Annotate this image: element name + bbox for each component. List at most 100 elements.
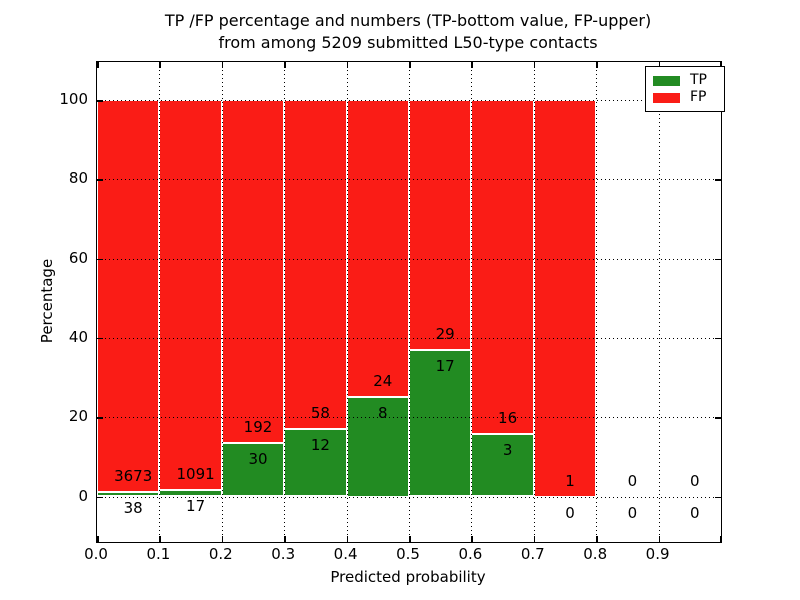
tp-count-label: 12 bbox=[310, 435, 330, 454]
x-tick-mark bbox=[719, 536, 721, 542]
legend-item-tp: TP bbox=[653, 72, 717, 89]
x-tick-mark bbox=[719, 62, 721, 68]
x-tick-mark bbox=[159, 62, 161, 68]
y-tick-mark bbox=[715, 258, 721, 261]
count-labels-layer: 3673 38 1091 17 192 30 58 12 24 8 29 17 16 3 1 0 0 0 0 0 bbox=[97, 62, 721, 542]
y-tick-mark bbox=[97, 100, 103, 102]
x-tick-mark bbox=[658, 536, 661, 542]
y-tick-mark bbox=[97, 179, 103, 181]
x-tick-mark bbox=[409, 536, 411, 542]
horizontal-gridline bbox=[97, 179, 721, 181]
tp-count-label: 17 bbox=[186, 497, 206, 516]
x-tick-label: 0.5 bbox=[396, 545, 420, 563]
vertical-gridline bbox=[409, 62, 410, 542]
legend-item-fp: FP bbox=[653, 89, 717, 106]
y-tick-mark bbox=[715, 417, 721, 419]
tp-bar bbox=[97, 492, 160, 497]
fp-swatch-icon bbox=[653, 92, 680, 103]
fp-count-label: 29 bbox=[435, 324, 455, 343]
x-tick-mark bbox=[596, 62, 598, 68]
tp-bar bbox=[221, 442, 285, 497]
bars-layer bbox=[97, 62, 721, 542]
y-tick-mark bbox=[715, 179, 721, 181]
x-tick-mark bbox=[471, 62, 473, 68]
tp-count-label: 8 bbox=[378, 404, 388, 423]
fp-bar bbox=[221, 100, 285, 443]
x-tick-mark bbox=[221, 536, 224, 542]
y-tick-label: 80 bbox=[68, 169, 88, 188]
horizontal-gridline bbox=[97, 100, 721, 101]
fp-bar bbox=[97, 100, 160, 493]
fp-count-label: 0 bbox=[690, 471, 700, 490]
legend: TP FP bbox=[645, 66, 725, 112]
fp-count-label: 192 bbox=[243, 417, 273, 436]
vertical-gridline bbox=[533, 62, 535, 542]
x-tick-mark bbox=[533, 62, 536, 68]
fp-bar bbox=[533, 100, 597, 497]
y-tick-mark bbox=[715, 337, 721, 340]
x-tick-label: 0.7 bbox=[520, 545, 545, 563]
x-tick-label: 0.3 bbox=[271, 545, 296, 563]
x-tick-mark bbox=[658, 62, 661, 68]
y-tick-mark bbox=[97, 496, 103, 498]
x-tick-mark bbox=[471, 536, 473, 542]
x-tick-label: 0.9 bbox=[645, 545, 670, 563]
fp-bar bbox=[471, 100, 534, 434]
fp-bar bbox=[346, 100, 409, 398]
vertical-gridline bbox=[471, 62, 473, 542]
chart-title-line2: from among 5209 submitted L50-type conta… bbox=[218, 33, 598, 52]
vertical-gridline bbox=[346, 62, 348, 542]
x-tick-mark bbox=[533, 536, 536, 542]
tp-count-label: 3 bbox=[502, 440, 513, 459]
y-tick-mark bbox=[97, 258, 103, 261]
plot-area: 3673 38 1091 17 192 30 58 12 24 8 29 17 16 3 1 0 0 0 0 0 TP… bbox=[96, 61, 725, 543]
tp-count-label: 0 bbox=[627, 503, 638, 522]
ticks-layer bbox=[97, 62, 721, 542]
tp-bar bbox=[471, 433, 534, 497]
y-tick-mark bbox=[97, 337, 103, 340]
vertical-gridline bbox=[284, 62, 286, 542]
y-tick-label: 0 bbox=[78, 486, 88, 505]
chart-title-line1: TP /FP percentage and numbers (TP-bottom… bbox=[164, 11, 652, 30]
x-tick-mark bbox=[596, 536, 598, 542]
fp-count-label: 1 bbox=[565, 471, 575, 490]
tp-count-label: 0 bbox=[690, 503, 700, 522]
vertical-gridline bbox=[221, 62, 223, 542]
fp-bar bbox=[409, 100, 472, 350]
tp-bar bbox=[284, 428, 347, 497]
horizontal-gridline bbox=[97, 337, 721, 339]
x-tick-mark bbox=[284, 62, 286, 68]
x-axis-label: Predicted probability bbox=[330, 568, 486, 586]
fp-count-label: 1091 bbox=[176, 465, 215, 484]
x-tick-mark bbox=[409, 62, 411, 68]
fp-count-label: 3673 bbox=[114, 467, 153, 486]
y-tick-mark bbox=[97, 417, 103, 419]
x-tick-mark bbox=[159, 536, 161, 542]
x-tick-label: 0.8 bbox=[583, 545, 608, 563]
x-tick-label: 0.1 bbox=[146, 545, 171, 563]
fp-bar bbox=[159, 100, 222, 491]
x-tick-mark bbox=[346, 536, 349, 542]
x-tick-label: 0.2 bbox=[208, 545, 233, 563]
tp-count-label: 38 bbox=[123, 499, 143, 518]
chart-title: TP /FP percentage and numbers (TP-bottom… bbox=[96, 10, 720, 54]
legend-label-fp: FP bbox=[690, 89, 707, 105]
gridlines-layer bbox=[97, 62, 721, 542]
x-tick-label: 0.6 bbox=[458, 545, 483, 563]
y-tick-label: 40 bbox=[68, 327, 88, 346]
tp-count-label: 17 bbox=[435, 356, 455, 375]
tp-swatch-icon bbox=[653, 75, 680, 86]
vertical-gridline bbox=[596, 62, 598, 542]
x-tick-mark bbox=[97, 536, 99, 542]
vertical-gridline bbox=[658, 62, 660, 542]
y-tick-label: 60 bbox=[68, 248, 88, 267]
fp-count-label: 0 bbox=[627, 471, 638, 490]
fp-count-label: 24 bbox=[373, 372, 393, 391]
x-tick-label: 0.0 bbox=[84, 545, 108, 563]
x-tick-mark bbox=[284, 536, 286, 542]
vertical-gridline bbox=[159, 62, 161, 542]
y-tick-label: 20 bbox=[68, 407, 88, 426]
x-tick-label: 0.4 bbox=[333, 545, 358, 563]
legend-label-tp: TP bbox=[690, 72, 707, 88]
